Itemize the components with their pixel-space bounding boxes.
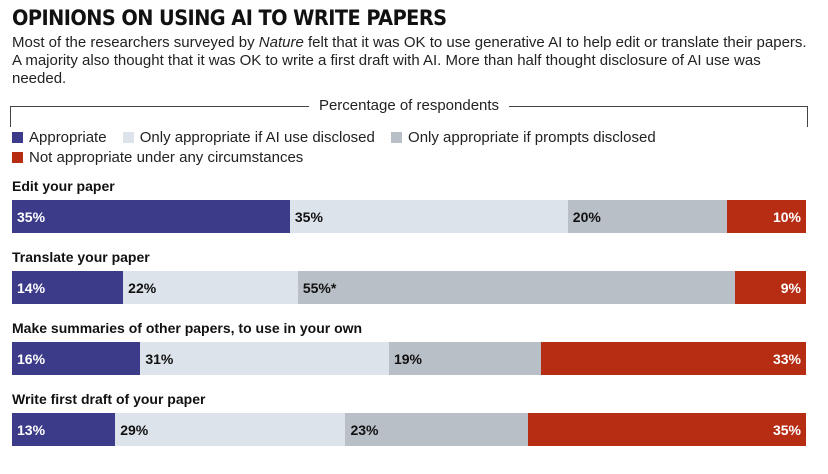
bar-segment: 35%	[12, 200, 290, 233]
bar-segment: 22%	[123, 271, 298, 304]
legend-item-ai-disclosed: Only appropriate if AI use disclosed	[122, 128, 375, 147]
stacked-bar: 35% 35% 20% 10%	[12, 200, 806, 233]
bar-segment: 9%	[734, 271, 806, 304]
category-label: Translate your paper	[12, 249, 150, 265]
category-label: Make summaries of other papers, to use i…	[12, 320, 363, 336]
axis-label: Percentage of respondents	[308, 97, 510, 114]
legend-label: Only appropriate if AI use disclosed	[139, 129, 375, 146]
bar-segment: 19%	[388, 342, 542, 375]
stacked-bar: 14% 22% 55%* 9%	[12, 271, 806, 304]
legend: Appropriate Only appropriate if AI use d…	[12, 128, 812, 168]
legend-swatch	[391, 132, 403, 143]
bar-segment: 14%	[12, 271, 124, 304]
bar-segment: 20%	[567, 200, 727, 233]
chart-subtitle: Most of the researchers surveyed by Natu…	[12, 34, 812, 88]
legend-label: Only appropriate if prompts disclosed	[408, 129, 656, 146]
legend-swatch	[12, 152, 23, 163]
subtitle-text-2: felt that it was OK to use generative AI…	[12, 34, 807, 87]
axis-bracket: Percentage of respondents	[10, 97, 808, 127]
bar-segment: 35%	[528, 413, 806, 446]
bar-segment: 16%	[12, 342, 141, 375]
bar-segment: 10%	[726, 200, 806, 233]
bar-segment: 13%	[12, 413, 116, 446]
bar-segment: 33%	[541, 342, 806, 375]
bar-segment: 35%	[289, 200, 568, 233]
legend-item-prompts-disclosed: Only appropriate if prompts disclosed	[391, 128, 656, 147]
stacked-bar: 13% 29% 23% 35%	[12, 413, 806, 446]
bar-segment: 55%*	[297, 271, 735, 304]
bar-segment: 29%	[115, 413, 346, 446]
legend-label: Appropriate	[29, 129, 107, 146]
legend-item-appropriate: Appropriate	[12, 128, 107, 147]
chart-title: OPINIONS ON USING AI TO WRITE PAPERS	[12, 6, 447, 30]
bar-segment: 31%	[140, 342, 389, 375]
subtitle-text-1: Most of the researchers surveyed by	[12, 34, 259, 51]
legend-item-not-appropriate: Not appropriate under any circumstances	[12, 148, 303, 167]
legend-swatch	[122, 132, 134, 143]
subtitle-publication-name: Nature	[258, 34, 304, 51]
category-label: Edit your paper	[12, 178, 115, 194]
category-label: Write first draft of your paper	[12, 391, 206, 407]
bar-segment: 23%	[345, 413, 529, 446]
stacked-bar: 16% 31% 19% 33%	[12, 342, 806, 375]
legend-swatch	[12, 132, 23, 143]
legend-label: Not appropriate under any circumstances	[29, 149, 304, 166]
